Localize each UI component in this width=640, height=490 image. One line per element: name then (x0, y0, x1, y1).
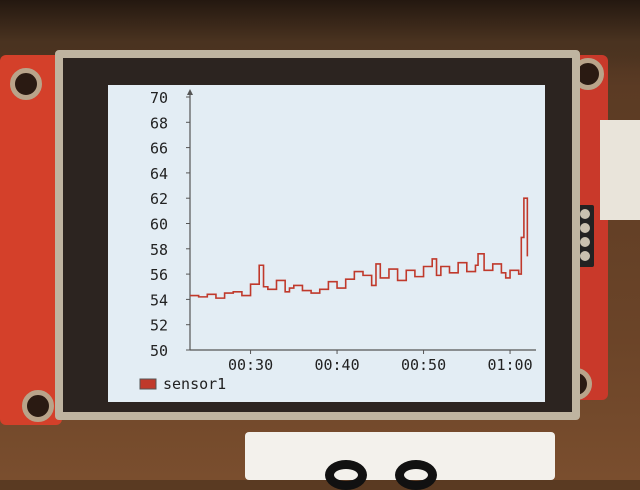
x-tick-label: 01:00 (487, 356, 532, 374)
y-axis-arrow (187, 89, 193, 95)
mount-hole (10, 68, 42, 100)
lcd-screen: 50 52 54 56 58 60 62 64 66 68 70 00:30 00:40 00:50 01… (108, 85, 545, 402)
sticker-glyph (395, 460, 437, 490)
y-tick-label: 58 (150, 241, 168, 259)
mount-hole (22, 390, 54, 422)
series-line-sensor1 (190, 197, 529, 299)
x-tick-label: 00:50 (401, 356, 446, 374)
series-lines (190, 197, 529, 299)
y-tick-label: 56 (150, 266, 168, 284)
chart-legend: sensor1 (139, 375, 226, 393)
y-tick-label: 60 (150, 216, 168, 234)
paper-right (600, 120, 640, 220)
y-tick-label: 68 (150, 114, 168, 132)
legend-swatch-sensor1 (139, 378, 157, 390)
y-tick-label: 66 (150, 140, 168, 158)
sensor-chart: 50 52 54 56 58 60 62 64 66 68 70 00:30 00:40 00:50 01… (139, 89, 536, 393)
y-tick-label: 62 (150, 190, 168, 208)
y-tick-labels: 50 52 54 56 58 60 62 64 66 68 70 (150, 89, 168, 360)
sticker-glyph (325, 460, 367, 490)
legend-label-sensor1: sensor1 (163, 375, 226, 393)
x-tick-label: 00:30 (228, 356, 273, 374)
y-tick-label: 64 (150, 165, 168, 183)
y-tick-label: 70 (150, 89, 168, 107)
y-tick-label: 52 (150, 317, 168, 335)
y-tick-label: 54 (150, 291, 168, 309)
x-tick-labels: 00:30 00:40 00:50 01:00 (228, 356, 533, 374)
x-tick-label: 00:40 (314, 356, 359, 374)
pin-header (576, 205, 594, 267)
y-tick-label: 50 (150, 342, 168, 360)
red-pcb-left (0, 55, 62, 425)
paper-card (245, 432, 555, 490)
chart-axes (186, 89, 536, 354)
